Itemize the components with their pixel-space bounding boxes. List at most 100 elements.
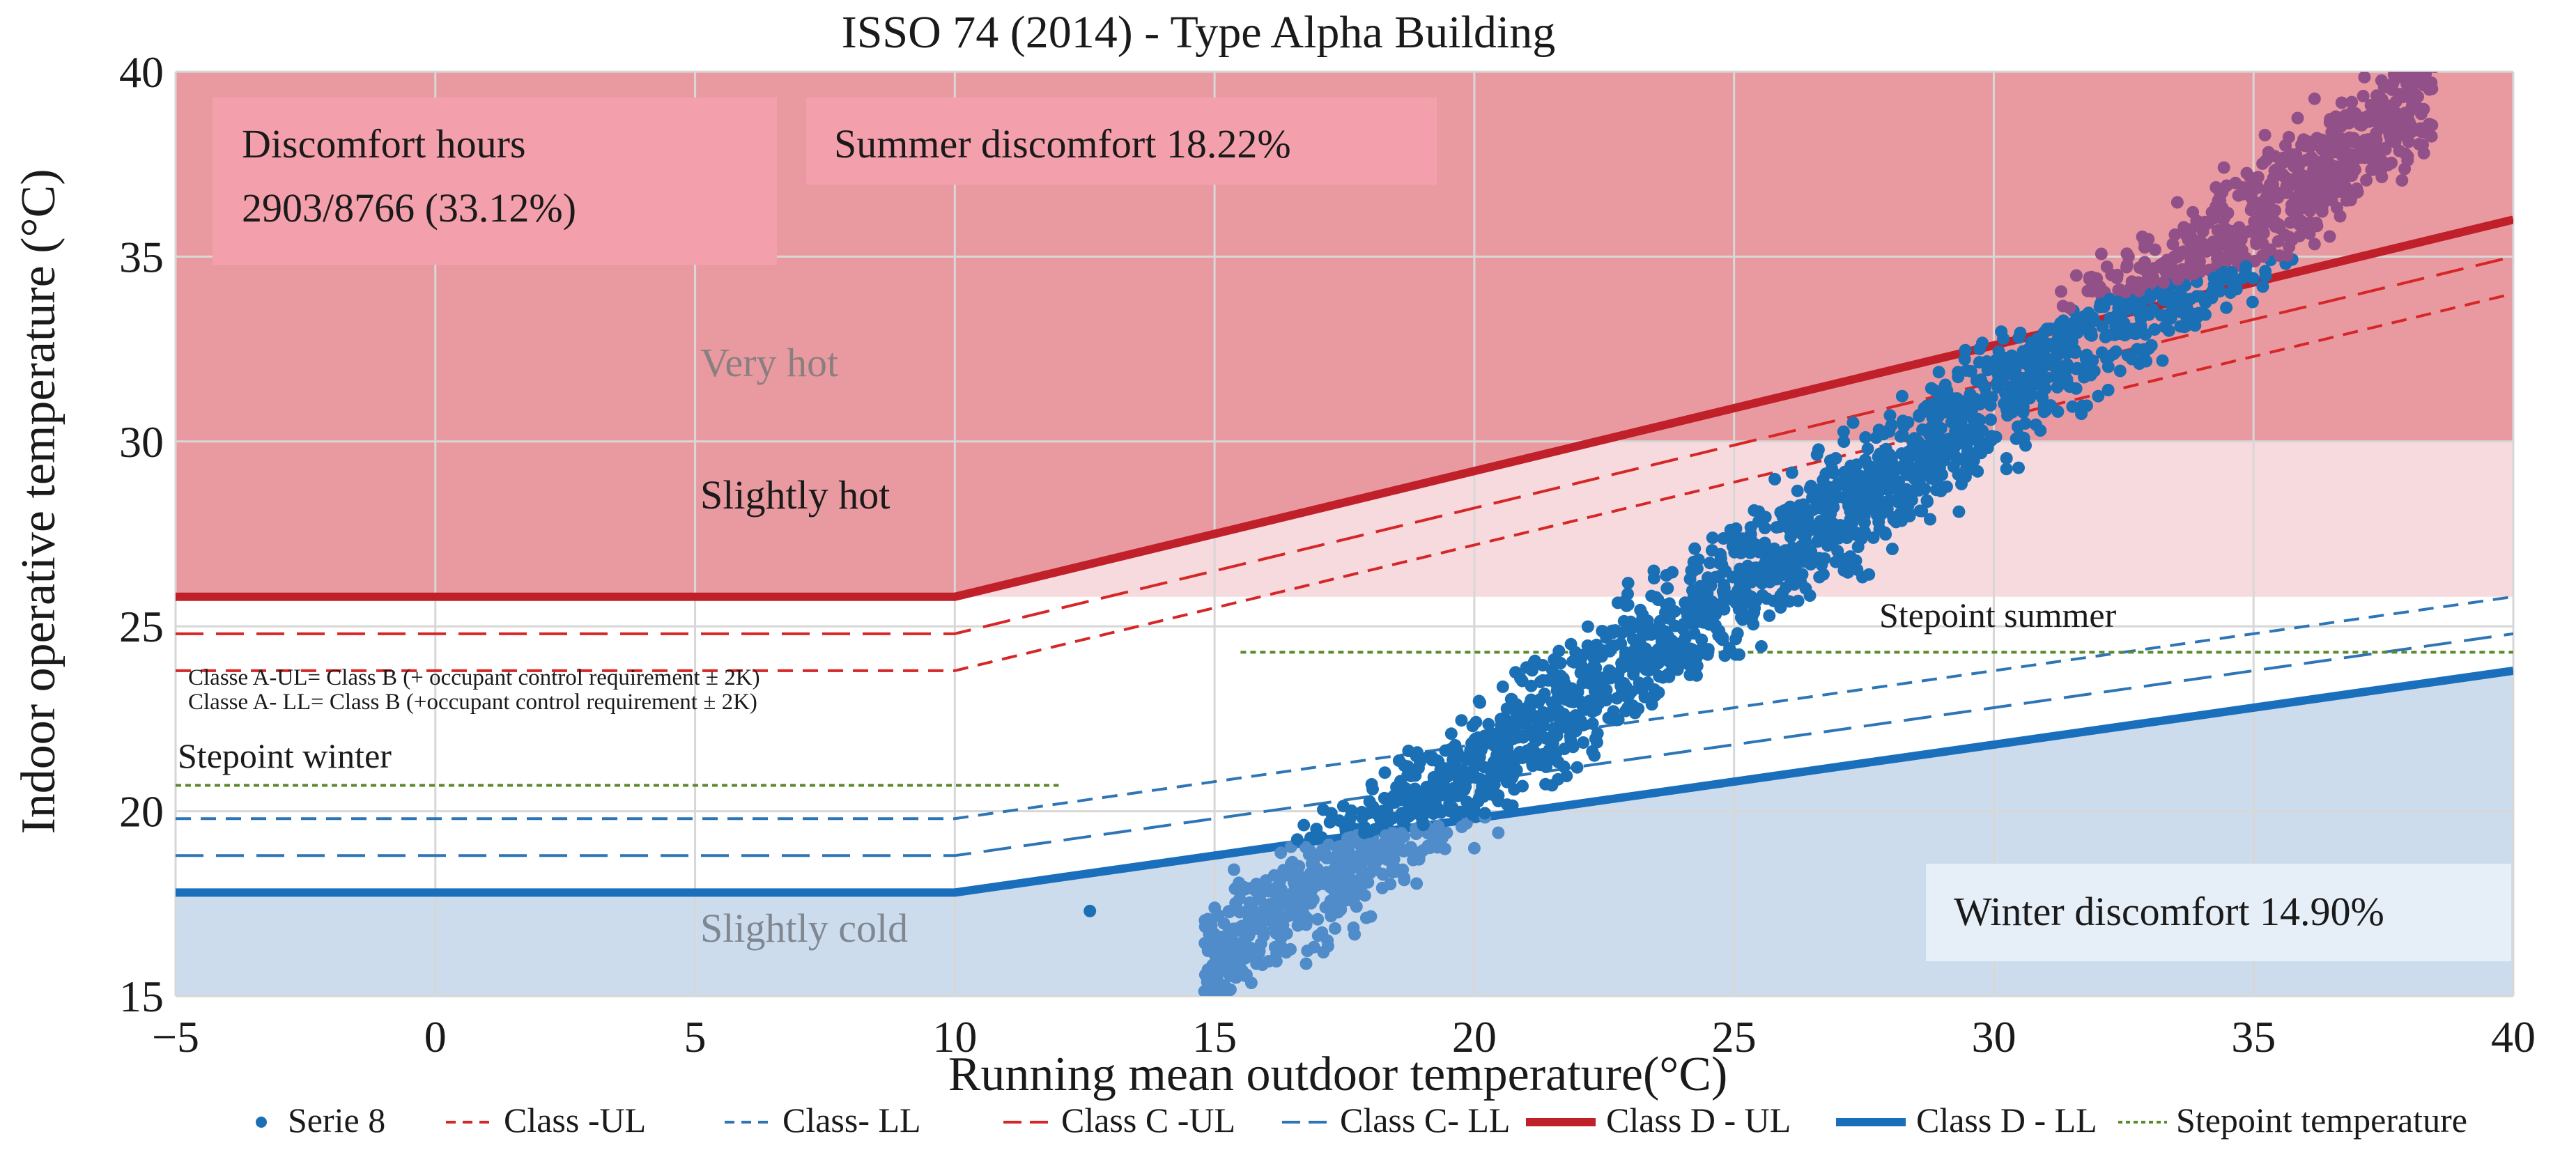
scatter-point (2251, 171, 2265, 184)
scatter-point (1339, 878, 1351, 892)
scatter-point (1448, 758, 1461, 771)
scatter-point (1210, 989, 1223, 996)
scatter-point (1774, 593, 1787, 606)
scatter-point (2211, 251, 2223, 265)
scatter-point (1706, 531, 1719, 545)
scatter-point (2291, 111, 2304, 125)
scatter-point (2308, 238, 2321, 251)
scatter-point (2054, 317, 2067, 330)
scatter-point (1561, 692, 1575, 705)
scatter-point (1328, 895, 1341, 908)
scatter-point (1478, 733, 1491, 747)
scatter-point (1713, 557, 1726, 570)
scatter-point (2205, 286, 2219, 298)
scatter-point (1577, 736, 1590, 749)
scatter-point (1959, 343, 1972, 357)
scatter-point (1841, 495, 1854, 508)
scatter-point (2427, 27, 2439, 40)
scatter-point (1812, 443, 1825, 456)
scatter-point (1610, 692, 1624, 705)
scatter-point (1356, 869, 1369, 881)
scatter-point (1921, 446, 1934, 459)
scatter-point (2122, 303, 2135, 316)
scatter-point (2311, 132, 2324, 145)
scatter-point (2284, 216, 2297, 229)
scatter-point (1553, 713, 1566, 726)
scatter-point (2029, 418, 2042, 431)
scatter-point (2308, 92, 2321, 105)
scatter-point (1346, 894, 1359, 908)
scatter-point (2039, 351, 2052, 364)
scatter-point (1310, 823, 1323, 836)
scatter-point (1545, 730, 1559, 743)
scatter-point (1791, 550, 1804, 563)
scatter-point (1647, 564, 1660, 577)
scatter-point (2016, 345, 2030, 358)
scatter-point (1387, 851, 1400, 864)
scatter-point (1736, 590, 1750, 603)
scatter-point (1435, 832, 1449, 845)
scatter-point (2025, 378, 2038, 391)
scatter-point (2136, 263, 2150, 276)
scatter-point (1522, 723, 1535, 736)
scatter-point (2035, 389, 2048, 402)
scatter-point (2105, 268, 2118, 281)
scatter-point (1502, 765, 1515, 778)
scatter-point (1984, 413, 1997, 426)
scatter-point (2168, 228, 2182, 241)
scatter-point (1641, 614, 1654, 628)
scatter-point (1961, 400, 1975, 412)
scatter-point (2012, 430, 2026, 443)
scatter-point (1221, 947, 1235, 961)
scatter-point (2315, 155, 2329, 169)
line-class-ul-0 (176, 292, 2513, 672)
scatter-point (1466, 808, 1479, 821)
scatter-point (1474, 696, 1486, 709)
scatter-point (1545, 779, 1559, 792)
scatter-point (1621, 656, 1634, 669)
scatter-point (2113, 283, 2127, 296)
scatter-point (2184, 227, 2197, 240)
scatter-point (1474, 772, 1488, 786)
scatter-point (1616, 596, 1629, 609)
scatter-point (2122, 250, 2135, 263)
scatter-point (1773, 520, 1787, 534)
scatter-point (2281, 249, 2294, 262)
scatter-point (2365, 148, 2378, 161)
x-axis-label: Running mean outdoor temperature(°C) (948, 1048, 1728, 1101)
scatter-point (2133, 357, 2146, 371)
scatter-point (1861, 442, 1874, 456)
scatter-point (1422, 750, 1435, 763)
scatter-point (2092, 389, 2105, 403)
scatter-point (1571, 711, 1584, 724)
scatter-point (2051, 405, 2065, 418)
summer-discomfort-label: Summer discomfort 18.22% (834, 121, 1291, 166)
scatter-point (1405, 842, 1417, 855)
scatter-point (1256, 916, 1269, 929)
scatter-point (2262, 146, 2275, 159)
scatter-point (2396, 174, 2409, 187)
setpoint-summer-label: Stepoint summer (1879, 596, 2117, 635)
scatter-point (2384, 42, 2396, 55)
scatter-point (1760, 592, 1773, 605)
scatter-point (2293, 229, 2306, 242)
scatter-point (2262, 198, 2276, 211)
scatter-point (1846, 416, 1860, 429)
scatter-point (1486, 787, 1499, 800)
scatter-point (2043, 339, 2056, 352)
scatter-point (1534, 692, 1547, 706)
scatter-point (1894, 430, 1907, 443)
scatter-point (2353, 118, 2366, 131)
scatter-point (1387, 811, 1400, 825)
scatter-point (1671, 646, 1684, 659)
scatter-point (1697, 586, 1710, 600)
scatter-point (1703, 557, 1716, 570)
scatter-point (1267, 869, 1281, 882)
scatter-point (2360, 173, 2373, 187)
scatter-point (1964, 431, 1977, 444)
scatter-point (1467, 841, 1481, 855)
scatter-point (1405, 770, 1418, 783)
scatter-point (1588, 685, 1601, 697)
scatter-point (2398, 30, 2410, 42)
scatter-point (1921, 495, 1934, 508)
